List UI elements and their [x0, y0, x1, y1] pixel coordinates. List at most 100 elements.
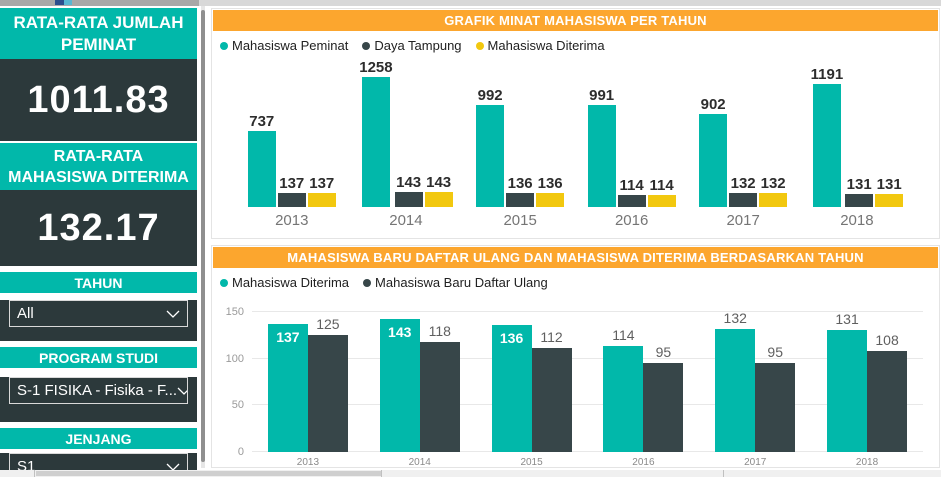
- chart-daftar-ulang-legend: Mahasiswa Diterima Mahasiswa Baru Daftar …: [212, 269, 939, 292]
- chevron-down-icon: [166, 310, 180, 318]
- y-axis-tick-label: 50: [231, 399, 244, 412]
- x-axis-label: 2018: [855, 457, 879, 468]
- bar-value-label: 114: [649, 177, 674, 195]
- bar[interactable]: [506, 192, 535, 207]
- bottom-strip-divider: [34, 470, 35, 477]
- bar[interactable]: [699, 113, 728, 207]
- chart-panel-daftar-ulang: MAHASISWA BARU DAFTAR ULANG DAN MAHASISW…: [211, 245, 940, 468]
- x-axis-label: 2014: [389, 212, 423, 229]
- bar[interactable]: 114: [603, 327, 644, 452]
- bar[interactable]: [759, 193, 788, 207]
- x-axis-label: 2014: [408, 457, 431, 468]
- bar[interactable]: [307, 192, 336, 207]
- bar[interactable]: 136: [491, 325, 532, 452]
- chart-minat-plot: 737 137 137 2013 1258 143 143 2014 992 136 136 2015…: [212, 55, 939, 229]
- x-axis-label: 2013: [275, 212, 309, 229]
- bar[interactable]: [845, 193, 874, 207]
- bar-groups: 137 125 2013 143 118 2014 136 112 2015 114 95 2016 1…: [252, 310, 923, 468]
- y-axis-tick-label: 150: [225, 306, 244, 318]
- slicer-program-studi: PROGRAM STUDI S-1 FISIKA - Fisika - F...: [0, 347, 197, 422]
- bar-value-label: 737: [249, 112, 275, 130]
- bar[interactable]: 132: [715, 310, 756, 452]
- bar-value-label: 125: [316, 316, 340, 333]
- legend-item[interactable]: Mahasiswa Peminat: [220, 38, 348, 53]
- bar-value-label: 137: [309, 174, 335, 192]
- window-top-strip: [0, 0, 941, 6]
- bar-value-label: 132: [760, 175, 786, 193]
- bar-value-label: 131: [876, 175, 902, 193]
- bar[interactable]: [361, 77, 390, 207]
- bar-value-label: 131: [835, 310, 859, 327]
- bar[interactable]: [729, 193, 758, 207]
- legend-label: Mahasiswa Baru Daftar Ulang: [375, 275, 548, 290]
- bar[interactable]: [647, 195, 676, 207]
- bar[interactable]: 125: [307, 316, 348, 452]
- bar-group: 143 118 2014: [379, 318, 460, 468]
- legend-dot: [220, 278, 228, 287]
- bar-value-label: 114: [612, 326, 635, 343]
- bar-value-label: 136: [537, 174, 563, 192]
- bar[interactable]: 118: [419, 323, 460, 452]
- bar[interactable]: [424, 192, 453, 207]
- legend-item[interactable]: Mahasiswa Baru Daftar Ulang: [363, 275, 548, 290]
- bar-value-label: 136: [499, 330, 524, 347]
- legend-dot: [363, 278, 372, 287]
- bar[interactable]: [617, 195, 646, 207]
- program-studi-dropdown[interactable]: S-1 FISIKA - Fisika - F...: [9, 377, 188, 404]
- bar-value-label: 108: [875, 332, 899, 349]
- kpi-peminat-title: RATA-RATA JUMLAH PEMINAT: [0, 8, 197, 59]
- bar-value-label: 143: [426, 174, 452, 192]
- bar-value-label: 143: [388, 323, 412, 340]
- bar[interactable]: [476, 104, 505, 207]
- bar[interactable]: [277, 192, 306, 207]
- bar-group: 136 112 2015: [491, 325, 572, 468]
- window-top-strip-left: [0, 0, 199, 6]
- horizontal-scrollbar[interactable]: [36, 471, 381, 476]
- tahun-dropdown-value: All: [17, 305, 34, 322]
- bar-value-label: 114: [619, 177, 644, 195]
- bar-value-label: 112: [540, 328, 563, 345]
- bar[interactable]: [394, 192, 423, 207]
- bar[interactable]: 137: [267, 324, 308, 452]
- kpi-diterima-title: RATA-RATA MAHASISWA DITERIMA: [0, 143, 197, 190]
- app-icon: [55, 0, 72, 5]
- chart-minat-legend: Mahasiswa Peminat Daya Tampung Mahasiswa D…: [212, 32, 939, 55]
- bar-group: 991 114 114 2016: [587, 57, 676, 229]
- bar[interactable]: 131: [827, 311, 868, 452]
- bar-value-label: 136: [507, 174, 533, 192]
- bar-value-label: 132: [723, 309, 747, 326]
- bar[interactable]: [536, 192, 565, 207]
- x-axis-label: 2013: [296, 457, 320, 468]
- bar-group: 131 108 2018: [827, 311, 908, 468]
- bar[interactable]: [812, 83, 841, 207]
- bar[interactable]: [875, 193, 904, 207]
- legend-label: Mahasiswa Peminat: [232, 38, 349, 53]
- slicer-program-studi-title: PROGRAM STUDI: [0, 347, 197, 368]
- legend-item[interactable]: Mahasiswa Diterima: [475, 38, 605, 53]
- x-axis-label: 2016: [632, 457, 655, 468]
- bar-group: 114 95 2016: [603, 327, 684, 468]
- slicer-tahun: TAHUN All: [0, 272, 197, 341]
- bar[interactable]: [247, 130, 276, 207]
- legend-dot: [362, 41, 371, 50]
- bar[interactable]: 95: [643, 344, 684, 452]
- tahun-dropdown[interactable]: All: [9, 300, 188, 327]
- bar[interactable]: 112: [531, 329, 572, 452]
- legend-item[interactable]: Daya Tampung: [362, 38, 462, 53]
- bar-value-label: 95: [655, 344, 672, 361]
- bar[interactable]: 108: [867, 332, 908, 452]
- bar-value-label: 991: [589, 86, 615, 104]
- bar-value-label: 992: [477, 86, 503, 104]
- bar-value-label: 143: [396, 174, 422, 192]
- chart-daftar-ulang-plot: 0 50 100 150 137 125 2013 143 118 2014 136 112 2015…: [226, 306, 923, 468]
- bar-group: 1191 131 131 2018: [811, 57, 904, 229]
- kpi-diterima-value: 132.17: [0, 190, 197, 266]
- bar[interactable]: 143: [379, 318, 420, 452]
- bar[interactable]: [587, 104, 616, 207]
- slicer-program-studi-body: S-1 FISIKA - Fisika - F...: [0, 377, 197, 422]
- chevron-down-icon: [177, 387, 187, 395]
- bar[interactable]: 95: [755, 344, 796, 452]
- legend-item[interactable]: Mahasiswa Diterima: [220, 275, 349, 290]
- vertical-scrollbar[interactable]: [201, 10, 205, 462]
- chevron-down-icon: [166, 463, 180, 471]
